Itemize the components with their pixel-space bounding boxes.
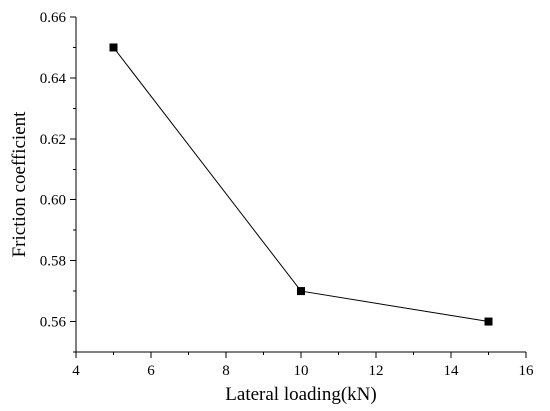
x-tick-label: 6 [147,363,155,379]
x-axis-ticks: 4 6 8 10 12 14 16 [72,352,534,379]
x-tick-label: 10 [294,363,309,379]
y-tick-label: 0.58 [40,254,66,270]
y-tick-label: 0.66 [40,10,67,26]
y-tick-label: 0.64 [40,71,67,87]
series-layer [109,43,493,326]
x-tick-label: 8 [222,363,230,379]
x-tick-label: 16 [519,363,535,379]
y-axis-ticks: 0.56 0.58 0.60 0.62 0.64 0.66 [40,10,76,353]
x-tick-label: 4 [72,363,80,379]
data-point [484,317,493,326]
data-point [297,287,305,296]
y-axis-title: Friction coefficient [9,111,30,258]
y-tick-label: 0.62 [40,132,66,148]
series-line [113,47,489,323]
y-tick-label: 0.56 [40,315,67,331]
x-tick-label: 14 [444,363,460,379]
data-point [109,43,118,52]
x-tick-label: 12 [369,363,384,379]
x-axis-title: Lateral loading(kN) [225,384,376,405]
y-tick-label: 0.60 [40,193,66,209]
axes [75,17,526,353]
